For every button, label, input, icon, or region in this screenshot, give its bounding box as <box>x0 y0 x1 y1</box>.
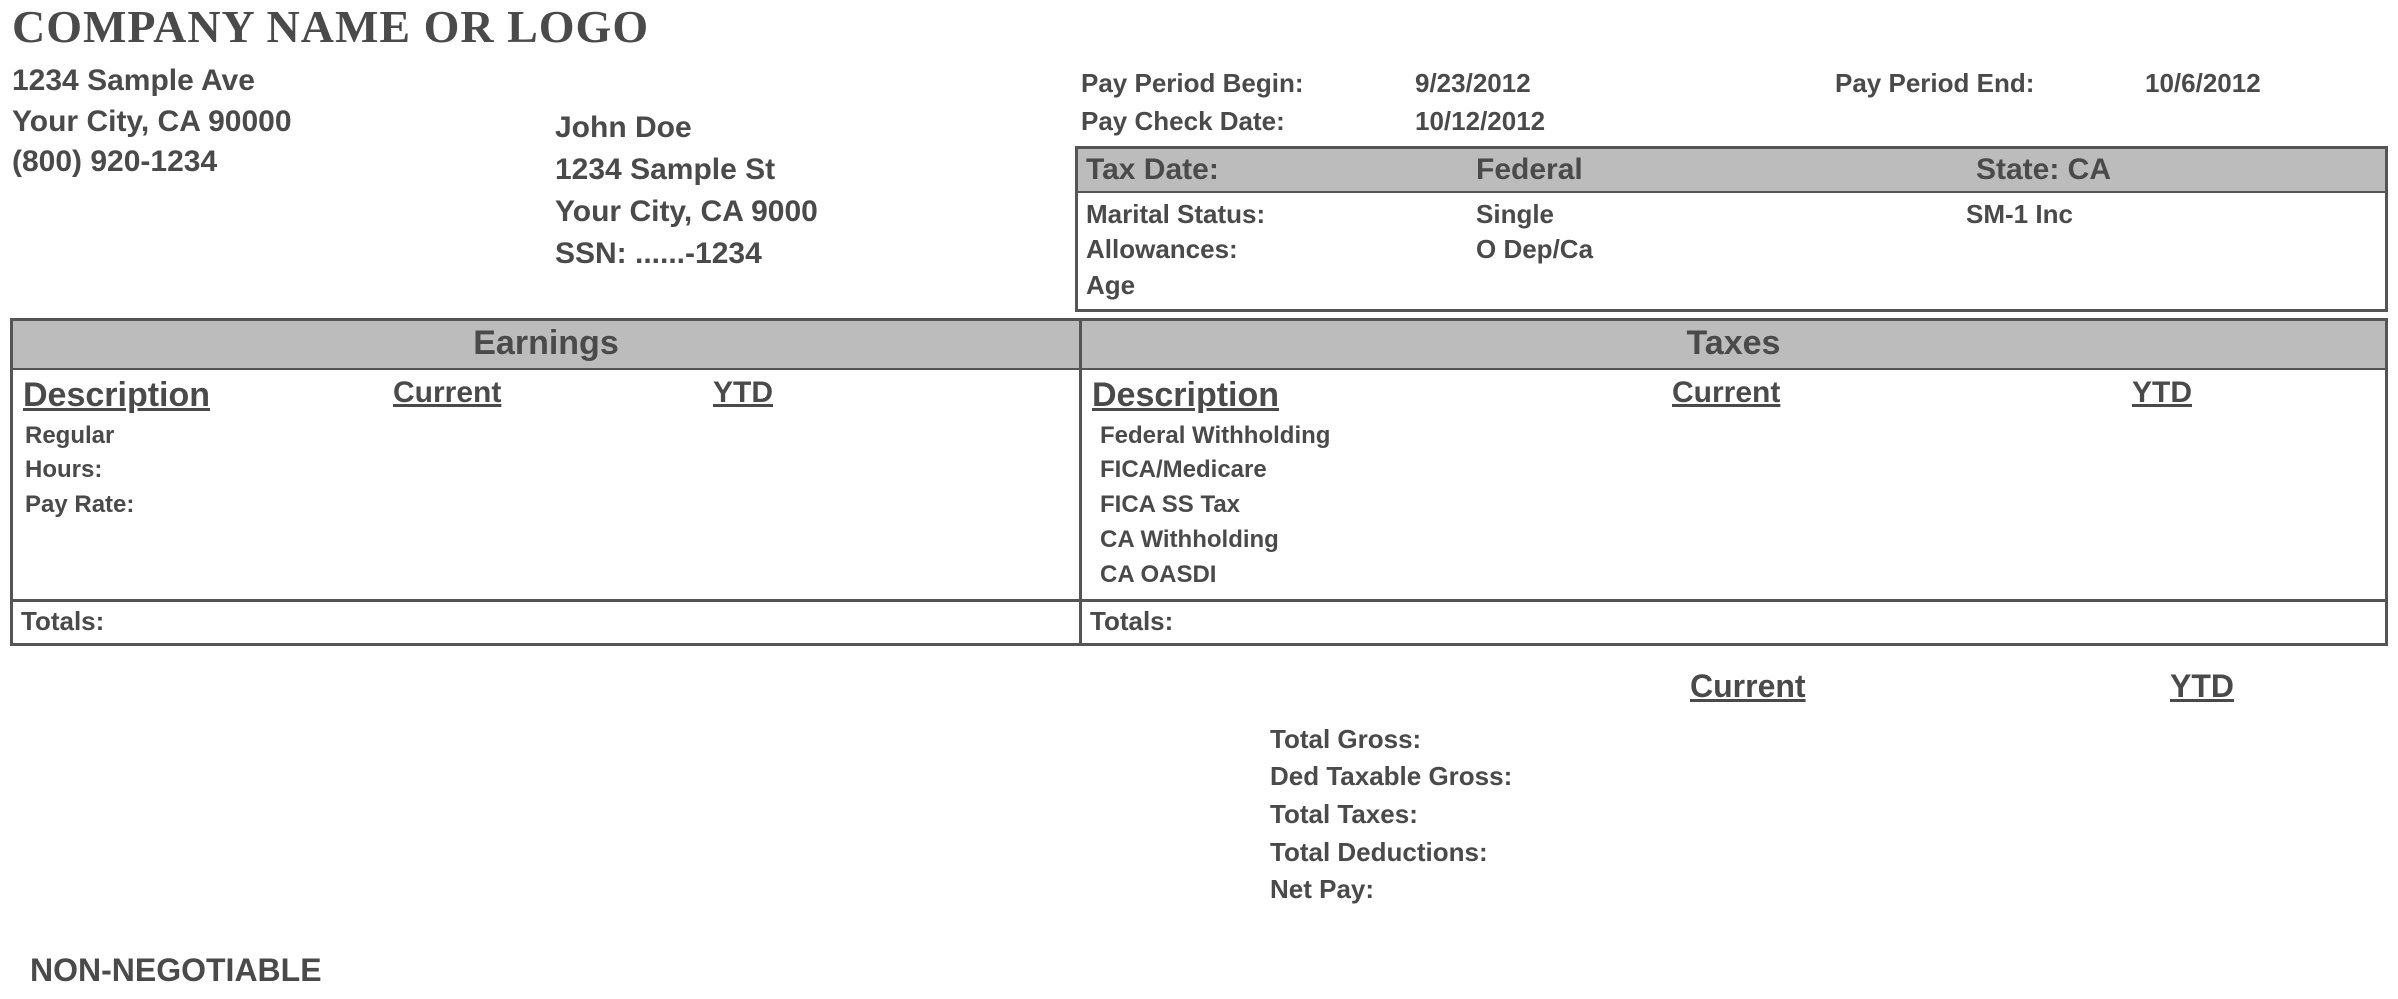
earnings-body: Regular Hours: Pay Rate: <box>13 419 1079 599</box>
earnings-totals: Totals: <box>13 599 1079 643</box>
company-street: 1234 Sample Ave <box>12 61 555 102</box>
summary-col-ytd: YTD <box>2170 668 2388 705</box>
earnings-col-ytd: YTD <box>713 376 1069 415</box>
main-table: Earnings Description Current YTD Regular… <box>10 318 2388 646</box>
taxes-section: Taxes Description Current YTD Federal Wi… <box>1082 321 2385 643</box>
pay-check-date-value: 10/12/2012 <box>1415 103 1835 141</box>
pay-period-end-label: Pay Period End: <box>1835 65 2145 103</box>
employee-name: John Doe <box>555 107 1075 149</box>
allowances-value: O Dep/Ca <box>1476 232 1966 267</box>
allowances-label: Allowances: <box>1086 232 1476 267</box>
tax-meta-table: Tax Date: Federal State: CA Marital Stat… <box>1075 146 2388 311</box>
age-state <box>1966 268 2377 303</box>
summary-row: Total Gross: <box>1270 721 2388 759</box>
earnings-section: Earnings Description Current YTD Regular… <box>13 321 1082 643</box>
allowances-state <box>1966 232 2377 267</box>
taxes-header: Taxes <box>1082 321 2385 370</box>
earnings-header: Earnings <box>13 321 1079 370</box>
employee-street: 1234 Sample St <box>555 149 1075 191</box>
non-negotiable-label: NON-NEGOTIABLE <box>30 952 322 989</box>
earnings-col-current: Current <box>393 376 713 415</box>
employee-address: John Doe 1234 Sample St Your City, CA 90… <box>555 61 1075 312</box>
taxes-col-current: Current <box>1672 376 2132 415</box>
employee-ssn: SSN: ......-1234 <box>555 233 1075 275</box>
taxes-col-description: Description <box>1092 376 1672 415</box>
taxes-line: FICA/Medicare <box>1100 453 2373 488</box>
marital-status-label: Marital Status: <box>1086 197 1476 232</box>
company-name: COMPANY NAME OR LOGO <box>12 0 2388 53</box>
taxes-line: Federal Withholding <box>1100 419 2373 454</box>
earnings-line: Regular <box>25 419 1067 454</box>
taxes-totals: Totals: <box>1082 599 2385 643</box>
company-city: Your City, CA 90000 <box>12 102 555 143</box>
taxes-line: CA OASDI <box>1100 558 2373 593</box>
marital-status-state: SM-1 Inc <box>1966 197 2377 232</box>
pay-period-begin-label: Pay Period Begin: <box>1075 65 1415 103</box>
tax-state-label: State: CA <box>1976 153 2377 187</box>
summary-block: Current YTD Total Gross: Ded Taxable Gro… <box>10 668 2388 909</box>
summary-row: Total Taxes: <box>1270 796 2388 834</box>
age-value <box>1476 268 1966 303</box>
pay-period-block: Pay Period Begin: 9/23/2012 Pay Period E… <box>1075 61 2388 312</box>
summary-row: Net Pay: <box>1270 871 2388 909</box>
earnings-line: Hours: <box>25 453 1067 488</box>
age-label: Age <box>1086 268 1476 303</box>
company-address: 1234 Sample Ave Your City, CA 90000 (800… <box>10 61 555 312</box>
pay-period-begin-value: 9/23/2012 <box>1415 65 1835 103</box>
taxes-body: Federal Withholding FICA/Medicare FICA S… <box>1082 419 2385 599</box>
company-phone: (800) 920-1234 <box>12 142 555 183</box>
marital-status-value: Single <box>1476 197 1966 232</box>
taxes-col-ytd: YTD <box>2132 376 2375 415</box>
summary-row: Total Deductions: <box>1270 834 2388 872</box>
employee-city: Your City, CA 9000 <box>555 191 1075 233</box>
taxes-line: FICA SS Tax <box>1100 488 2373 523</box>
earnings-line: Pay Rate: <box>25 488 1067 523</box>
summary-col-current: Current <box>1690 668 2170 705</box>
pay-check-date-label: Pay Check Date: <box>1075 103 1415 141</box>
address-row: 1234 Sample Ave Your City, CA 90000 (800… <box>10 61 2388 312</box>
summary-rows: Total Gross: Ded Taxable Gross: Total Ta… <box>1270 721 2388 909</box>
pay-period-end-value: 10/6/2012 <box>2145 65 2388 103</box>
earnings-col-description: Description <box>23 376 393 415</box>
tax-date-label: Tax Date: <box>1086 153 1476 187</box>
taxes-line: CA Withholding <box>1100 523 2373 558</box>
summary-row: Ded Taxable Gross: <box>1270 758 2388 796</box>
tax-federal-label: Federal <box>1476 153 1976 187</box>
